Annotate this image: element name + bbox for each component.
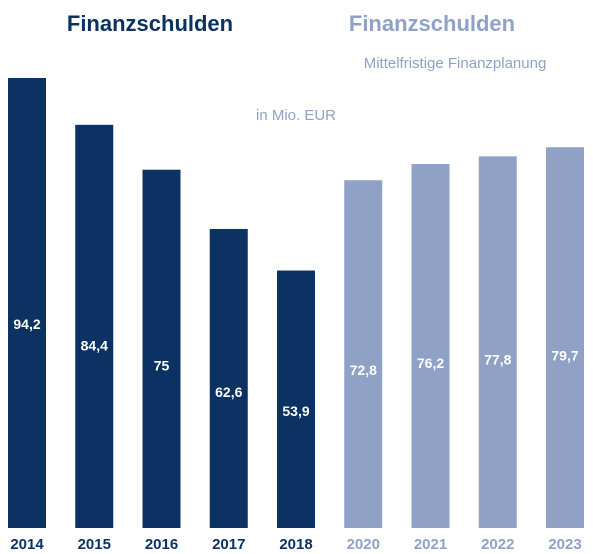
value-label: 79,7 bbox=[551, 347, 578, 363]
bar bbox=[411, 163, 450, 529]
value-label: 94,2 bbox=[13, 316, 40, 332]
bar bbox=[75, 124, 114, 529]
x-tick-label: 2023 bbox=[548, 536, 581, 553]
bar bbox=[277, 270, 315, 528]
chart-title: Finanzschulden bbox=[67, 11, 233, 36]
value-label: 62,6 bbox=[215, 384, 242, 400]
bar bbox=[478, 156, 517, 529]
x-tick-label: 2015 bbox=[78, 536, 111, 553]
bar bbox=[546, 147, 584, 528]
value-label: 75 bbox=[154, 357, 170, 373]
value-label: 76,2 bbox=[417, 355, 444, 371]
x-tick-label: 2018 bbox=[279, 536, 312, 553]
plan-subtitle: Mittelfristige Finanzplanung bbox=[364, 55, 547, 72]
x-tick-label: 2020 bbox=[347, 536, 380, 553]
x-tick-label: 2021 bbox=[414, 536, 447, 553]
bar bbox=[142, 169, 181, 529]
x-tick-label: 2016 bbox=[145, 536, 178, 553]
value-label: 72,8 bbox=[350, 362, 377, 378]
value-label: 53,9 bbox=[282, 403, 309, 419]
plan-title: Finanzschulden bbox=[349, 11, 515, 36]
x-tick-label: 2017 bbox=[212, 536, 245, 553]
bar bbox=[209, 228, 248, 528]
bar bbox=[8, 78, 46, 528]
x-tick-label: 2022 bbox=[481, 536, 514, 553]
unit-label: in Mio. EUR bbox=[256, 107, 336, 124]
bar bbox=[344, 180, 383, 528]
value-label: 84,4 bbox=[81, 337, 108, 353]
x-tick-label: 2014 bbox=[10, 536, 44, 553]
value-label: 77,8 bbox=[484, 351, 511, 367]
